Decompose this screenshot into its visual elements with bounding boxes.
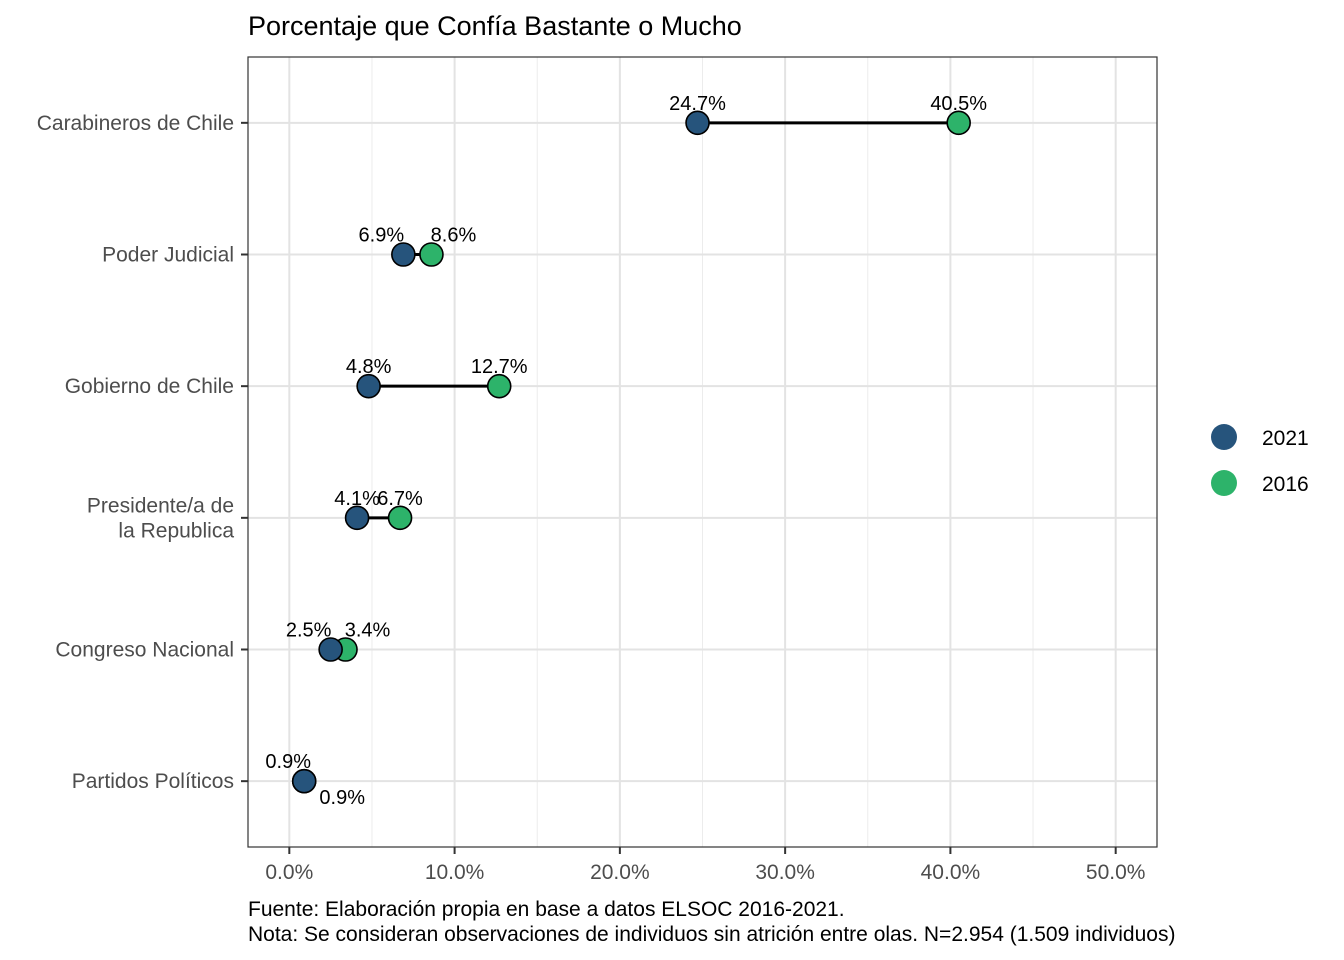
y-tick-label: Poder Judicial <box>102 244 234 267</box>
point-2021 <box>391 242 416 267</box>
y-tick-label: Carabineros de Chile <box>37 112 234 135</box>
legend-key-2021 <box>1211 424 1237 450</box>
data-label: 6.7% <box>377 488 423 510</box>
caption-source: Fuente: Elaboración propia en base a dat… <box>248 898 845 921</box>
point-2021 <box>344 505 370 531</box>
point-2021 <box>685 110 710 136</box>
data-label: 4.8% <box>346 356 392 378</box>
point-2021 <box>318 637 343 662</box>
legend-label-2016: 2016 <box>1262 473 1309 496</box>
data-label: 12.7% <box>471 356 528 378</box>
data-label: 0.9% <box>265 751 311 773</box>
data-labels: 24.7% 40.5% 6.9% 8.6% 4.8% 12.7% 4.1%6.7% 2.5% 3… <box>265 93 987 809</box>
legend: 2021 2016 <box>1211 424 1309 496</box>
x-tick-label: 20.0% <box>590 861 650 884</box>
y-tick-label: Partidos Políticos <box>72 770 234 793</box>
plot-border <box>247 56 1158 848</box>
legend-label-2021: 2021 <box>1262 427 1309 450</box>
data-points <box>291 110 971 794</box>
data-label: 6.9% <box>359 225 405 247</box>
data-label: 2.5% <box>286 620 332 642</box>
point-2016 <box>946 110 971 136</box>
y-tick-label: Presidente/a de la Republica <box>87 494 234 542</box>
x-tick-label: 30.0% <box>755 861 815 884</box>
x-tick-label: 40.0% <box>921 861 981 884</box>
data-label: 3.4% <box>345 620 391 642</box>
point-2021 <box>291 768 317 794</box>
point-2016 <box>387 505 413 531</box>
data-label: 24.7% <box>669 93 726 115</box>
x-tick-label: 10.0% <box>425 861 485 884</box>
y-tick-label: Gobierno de Chile <box>65 375 234 398</box>
data-label: 8.6% <box>431 225 477 247</box>
y-axis: Carabineros de Chile Poder Judicial Gobier… <box>37 112 248 793</box>
legend-key-2016 <box>1211 470 1237 496</box>
data-label: 40.5% <box>930 93 987 115</box>
point-2016 <box>419 242 444 267</box>
data-label: 4.1% <box>334 488 380 510</box>
grid-lines <box>248 57 1157 847</box>
caption-note: Nota: Se consideran observaciones de ind… <box>248 923 1175 946</box>
x-axis: 0.0% 10.0% 20.0% 30.0% 40.0% 50.0% <box>265 847 1145 884</box>
point-2016 <box>486 373 512 399</box>
point-2021 <box>356 373 381 399</box>
x-tick-label: 0.0% <box>265 861 313 884</box>
chart-title: Porcentaje que Confía Bastante o Mucho <box>248 11 742 41</box>
y-tick-label: Congreso Nacional <box>55 639 234 662</box>
x-tick-label: 50.0% <box>1086 861 1146 884</box>
data-label: 0.9% <box>319 787 365 809</box>
